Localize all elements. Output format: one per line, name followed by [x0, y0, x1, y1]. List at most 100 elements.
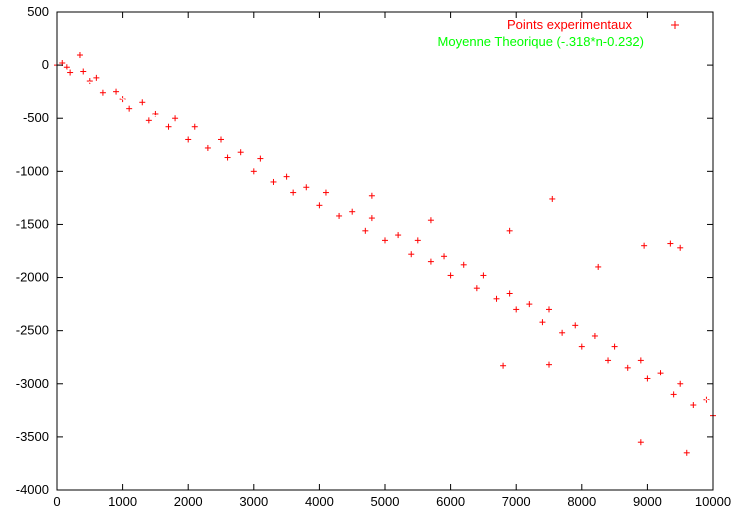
data-point — [513, 306, 520, 313]
y-tick-label: 0 — [42, 57, 49, 72]
data-point — [368, 192, 375, 199]
y-tick-label: -1000 — [16, 163, 49, 178]
legend: Points experimentaux Moyenne Theorique (… — [438, 17, 679, 49]
data-point — [80, 68, 87, 75]
data-point — [99, 89, 106, 96]
data-point — [657, 370, 664, 377]
data-point — [165, 123, 172, 130]
y-tick-label: -2000 — [16, 270, 49, 285]
y-tick-label: -4000 — [16, 482, 49, 497]
y-axis: 500 0 -500 -1000 -1500 -2000 -2500 -3000 -3500 -4… — [16, 4, 713, 497]
data-point — [414, 237, 421, 244]
x-tick-label: 2000 — [174, 494, 203, 509]
data-point — [270, 178, 277, 185]
data-point — [336, 212, 343, 219]
data-point — [237, 149, 244, 156]
x-tick-label: 5000 — [371, 494, 400, 509]
data-point — [76, 52, 83, 59]
y-tick-label: -3500 — [16, 429, 49, 444]
x-tick-label: 6000 — [436, 494, 465, 509]
data-point — [349, 208, 356, 215]
data-point — [67, 69, 74, 76]
plot-frame — [56, 11, 714, 491]
data-point — [480, 272, 487, 279]
data-point — [441, 253, 448, 260]
data-point — [408, 251, 415, 258]
legend-item-experimental: Points experimentaux — [507, 17, 679, 32]
x-axis: 0 1000 2000 3000 4000 5000 6000 7000 8000 9000 100… — [53, 12, 731, 509]
data-point — [290, 189, 297, 196]
data-point — [473, 285, 480, 292]
legend-marker-experimental — [671, 21, 679, 29]
data-point — [677, 380, 684, 387]
data-point — [250, 168, 257, 175]
data-point — [427, 258, 434, 265]
data-point — [126, 105, 133, 112]
x-tick-label: 0 — [53, 494, 60, 509]
data-point — [624, 364, 631, 371]
data-point — [493, 295, 500, 302]
data-point — [427, 217, 434, 224]
data-point — [506, 290, 513, 297]
data-point — [316, 202, 323, 209]
data-point — [683, 449, 690, 456]
data-point — [113, 88, 120, 95]
data-point — [605, 357, 612, 364]
x-tick-label: 8000 — [567, 494, 596, 509]
data-point — [145, 117, 152, 124]
mean-line — [56, 64, 714, 404]
data-point — [578, 343, 585, 350]
x-tick-label: 3000 — [239, 494, 268, 509]
data-point — [303, 184, 310, 191]
data-point — [595, 263, 602, 270]
theoretical-mean-lines — [56, 64, 714, 404]
data-point — [546, 361, 552, 368]
data-point — [637, 439, 644, 446]
data-point — [322, 189, 329, 196]
legend-label-experimental: Points experimentaux — [507, 17, 633, 32]
data-point — [218, 136, 224, 143]
data-point — [690, 402, 697, 409]
data-point — [395, 232, 402, 239]
data-point — [185, 136, 192, 143]
x-tick-label: 1000 — [108, 494, 137, 509]
data-point — [172, 115, 179, 122]
x-tick-label: 4000 — [305, 494, 334, 509]
data-point — [506, 227, 513, 234]
data-point — [546, 306, 552, 313]
legend-label-theoretical: Moyenne Theorique (-.318*n-0.232) — [438, 34, 644, 49]
data-point — [559, 329, 566, 336]
y-tick-label: -2500 — [16, 323, 49, 338]
data-point — [611, 343, 618, 350]
data-point — [63, 64, 70, 71]
x-tick-label: 9000 — [633, 494, 662, 509]
data-point — [224, 154, 231, 161]
data-point — [447, 272, 454, 279]
data-point — [191, 123, 198, 130]
data-point — [539, 319, 546, 326]
y-tick-label: 500 — [27, 4, 49, 19]
data-point — [667, 240, 674, 247]
legend-item-theoretical: Moyenne Theorique (-.318*n-0.232) — [438, 34, 644, 49]
data-point — [368, 215, 375, 222]
data-point — [591, 332, 598, 339]
data-point — [460, 261, 467, 268]
x-tick-label: 7000 — [502, 494, 531, 509]
data-point — [500, 362, 507, 369]
data-point — [549, 195, 556, 202]
data-point — [93, 74, 100, 81]
data-point — [572, 322, 579, 329]
data-point — [641, 242, 648, 249]
data-point — [526, 301, 533, 308]
x-tick-label: 10000 — [695, 494, 731, 509]
data-point — [382, 237, 388, 244]
data-point — [670, 391, 677, 398]
data-point — [139, 99, 146, 106]
y-tick-label: -500 — [23, 110, 49, 125]
data-point — [362, 227, 369, 234]
data-point — [637, 357, 644, 364]
data-point — [677, 244, 684, 251]
data-point — [204, 144, 211, 151]
data-point — [86, 78, 93, 85]
